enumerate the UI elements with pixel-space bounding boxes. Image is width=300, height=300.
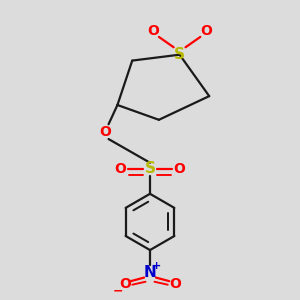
Text: +: +: [152, 261, 161, 271]
Text: O: O: [119, 277, 131, 291]
Text: S: S: [174, 47, 185, 62]
Text: S: S: [145, 161, 155, 176]
Text: O: O: [169, 277, 181, 291]
Text: O: O: [147, 24, 159, 38]
Text: O: O: [115, 162, 126, 176]
Text: N: N: [144, 265, 156, 280]
Text: O: O: [200, 24, 212, 38]
Text: −: −: [113, 284, 124, 297]
Text: O: O: [174, 162, 185, 176]
Text: O: O: [100, 124, 112, 139]
